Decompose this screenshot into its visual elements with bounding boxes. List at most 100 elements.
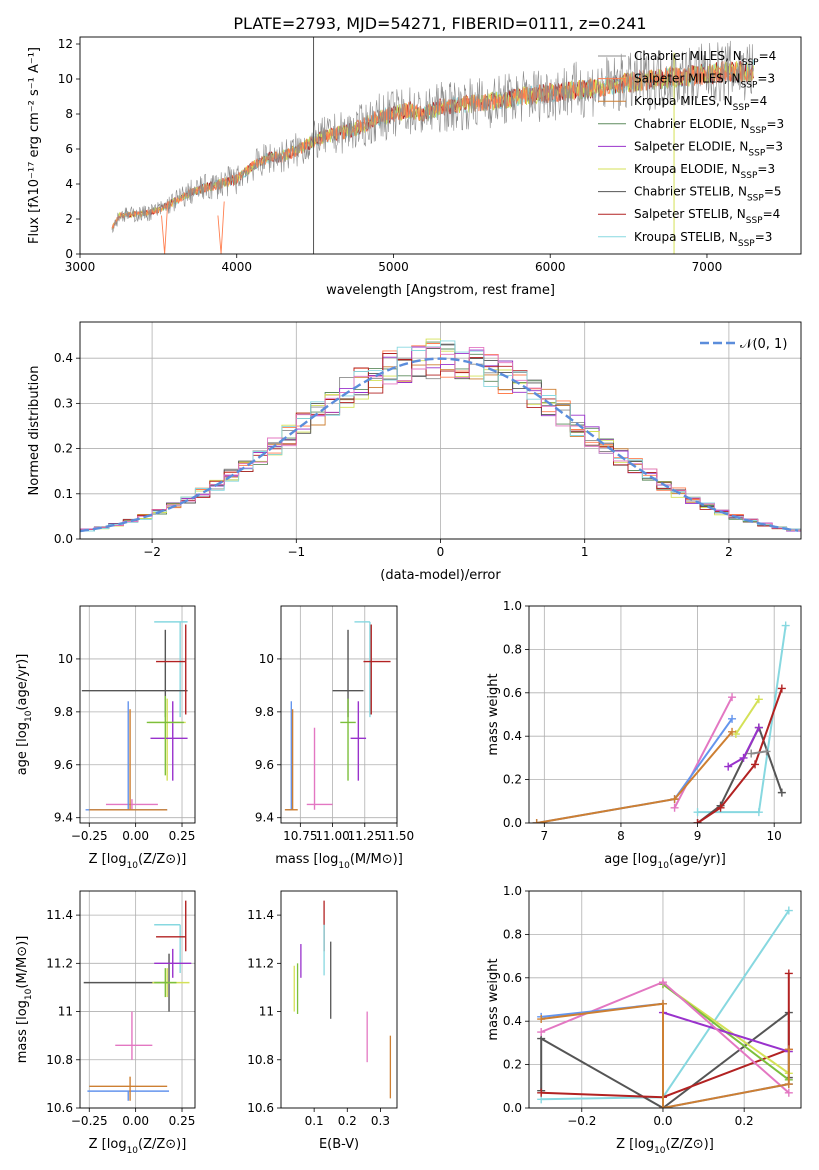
marker-chabrier_miles [762, 747, 771, 756]
y-tick-label: 9.6 [255, 758, 274, 772]
marker-kroupa_stelib [754, 808, 763, 817]
axis-label: mass [log10(M/M⊙)] [275, 852, 403, 871]
axes-frame [280, 890, 398, 1109]
x-tick-label: 7 [541, 829, 549, 843]
y-tick-label: 4 [65, 177, 73, 191]
x-tick-label: 0.1 [305, 1114, 324, 1128]
x-tick-label: 0.2 [735, 1114, 754, 1128]
y-tick-label: 2 [65, 212, 73, 226]
series-kroupa_miles [536, 731, 733, 823]
x-tick-label: 11.50 [380, 829, 414, 843]
marker-pink [784, 1088, 793, 1097]
legend-label: Chabrier STELIB, NSSP=5 [634, 185, 782, 204]
x-tick-label: 10 [767, 829, 782, 843]
axes-frame [528, 890, 802, 1109]
series-salpeter_stelib [697, 688, 783, 823]
marker-kroupa_miles [532, 819, 541, 823]
axes-frame [528, 605, 802, 824]
axis-label: Z [log10(Z/Z⊙)] [89, 852, 187, 871]
axis-label: age [log10(age/yr)] [15, 654, 34, 776]
x-tick-label: −2 [143, 545, 161, 559]
series-kroupa_stelib [541, 909, 790, 1101]
y-tick-label: 9.4 [255, 811, 274, 825]
marker-pink [728, 693, 737, 702]
y-tick-label: 10.8 [46, 1053, 73, 1067]
massweight_vs_age-axes: 7 8 9 10 0.0 0.2 0.4 0.6 0.8 1.0 [503, 599, 801, 843]
marker-kroupa_miles [784, 1045, 793, 1054]
series-blue [541, 1002, 789, 1108]
histograms [80, 338, 801, 539]
marker-kroupa_stelib [784, 906, 793, 915]
legend-label: Kroupa MILES, NSSP=4 [634, 94, 767, 113]
legend-label: Kroupa STELIB, NSSP=3 [634, 230, 772, 249]
spectrum-dropout [217, 201, 225, 254]
axes-frame [79, 890, 196, 1109]
y-axis-label: Flux [fλ10⁻¹⁷ erg cm⁻² s⁻¹ A⁻¹] [27, 47, 42, 244]
y-tick-label: 0.8 [503, 927, 522, 941]
x-axis-label: E(B-V) [319, 1137, 359, 1152]
residuals-axes: −2 −1 0 1 2 0.0 0.1 0.2 0.3 0.4 [54, 322, 801, 559]
x-tick-label: 0.00 [122, 829, 149, 843]
marker-pink [658, 978, 667, 987]
mass-weight-lines [532, 621, 790, 823]
y-tick-label: 6 [65, 142, 73, 156]
legend-label: Salpeter STELIB, NSSP=4 [634, 207, 780, 226]
marker-kroupa_miles [537, 1015, 546, 1024]
marker-kroupa_elodie [754, 695, 763, 704]
x-tick-label: 5000 [378, 260, 409, 274]
marker-salpeter_stelib [693, 819, 702, 823]
x-axis-label: wavelength [Angstrom, rest frame] [326, 283, 555, 298]
gaussian-curve [80, 357, 799, 533]
y-axis-label: Normed distribution [27, 366, 42, 496]
mass_vs_ebv-axes: 0.1 0.2 0.3 10.6 10.8 11 11.2 11.4 [247, 908, 390, 1128]
marker-salpeter_stelib [777, 684, 786, 693]
y-tick-label: 11.2 [46, 956, 73, 970]
mass-weight-lines [537, 906, 793, 1108]
x-tick-label: 2 [725, 545, 733, 559]
legend-label: Salpeter MILES, NSSP=3 [634, 72, 775, 91]
axes-frame [280, 605, 398, 824]
x-tick-label: 8 [617, 829, 625, 843]
marker-salpeter_stelib [784, 969, 793, 978]
y-tick-label: 0.2 [503, 773, 522, 787]
x-tick-label: 0.0 [653, 1114, 672, 1128]
marker-pink [670, 803, 679, 812]
x-tick-label: 0.25 [169, 1114, 196, 1128]
series-kroupa_elodie [735, 698, 760, 735]
marker-chabrier_stelib [777, 788, 786, 797]
marker-salpeter_stelib [537, 1088, 546, 1097]
y-tick-label: 12 [58, 37, 73, 51]
spectrum-chabrier_miles [111, 40, 754, 234]
x-tick-label: 0.25 [169, 829, 196, 843]
x-tick-label: 6000 [535, 260, 566, 274]
y-tick-label: 0.6 [503, 971, 522, 985]
x-tick-label: −0.25 [71, 1114, 108, 1128]
series-salpeter_elodie [662, 1011, 790, 1053]
x-tick-label: 4000 [221, 260, 252, 274]
series-blue [536, 718, 733, 823]
marker-kroupa_miles [670, 795, 679, 804]
x-axis-label: (data-model)/error [380, 568, 501, 583]
marker-kroupa_miles [728, 727, 737, 736]
y-tick-label: 11 [259, 1005, 274, 1019]
x-tick-label: 7000 [692, 260, 723, 274]
marker-salpeter_elodie [739, 753, 748, 762]
x-tick-label: −0.25 [71, 829, 108, 843]
y-tick-label: 8 [65, 107, 73, 121]
x-tick-label: 11.00 [315, 829, 349, 843]
y-tick-label: 9.8 [255, 705, 274, 719]
x-tick-label: 0.3 [371, 1114, 390, 1128]
y-tick-label: 0.6 [503, 686, 522, 700]
marker-pink [537, 1028, 546, 1037]
y-tick-label: 11.2 [247, 956, 274, 970]
legend-label: 𝒩(0, 1) [740, 337, 787, 352]
y-tick-label: 10 [259, 652, 274, 666]
x-tick-label: 0.00 [122, 1114, 149, 1128]
y-tick-label: 0.2 [503, 1058, 522, 1072]
marker-salpeter_stelib [751, 760, 760, 769]
axes-frame [79, 36, 802, 255]
y-tick-label: 0.4 [503, 1014, 522, 1028]
axis-label: Z [log10(Z/Z⊙)] [616, 1137, 714, 1156]
x-tick-label: 1 [581, 545, 589, 559]
